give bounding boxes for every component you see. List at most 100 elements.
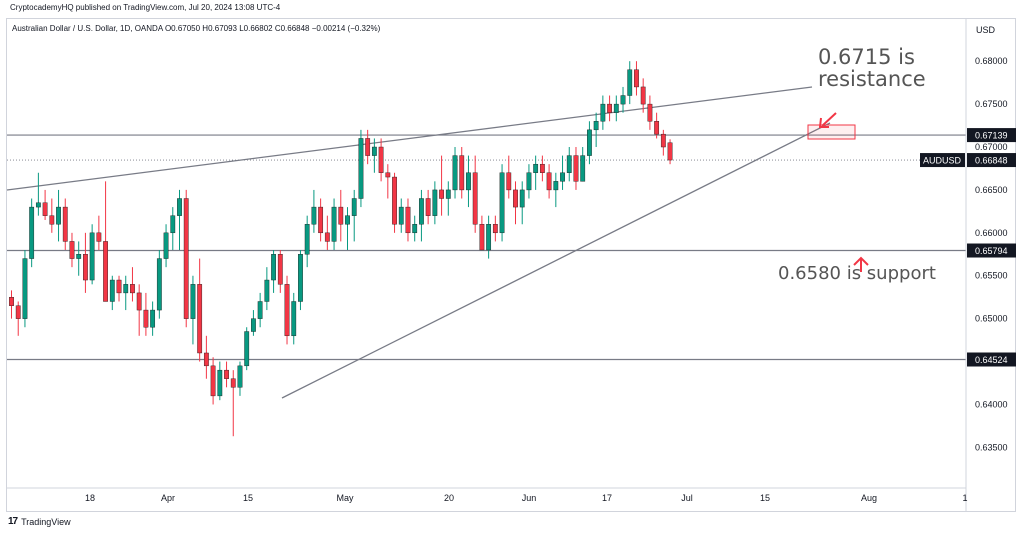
candle[interactable]	[466, 155, 471, 208]
candle[interactable]	[49, 198, 55, 233]
candle[interactable]	[96, 215, 102, 250]
candle[interactable]	[62, 198, 68, 250]
candle[interactable]	[573, 147, 579, 190]
candle[interactable]	[291, 292, 297, 345]
candle[interactable]	[183, 189, 189, 328]
candle[interactable]	[130, 267, 135, 302]
candle[interactable]	[203, 335, 209, 379]
candle[interactable]	[553, 172, 559, 208]
candle[interactable]	[116, 275, 122, 302]
candle[interactable]	[526, 164, 532, 199]
candle[interactable]	[324, 215, 330, 250]
candle[interactable]	[237, 361, 243, 396]
candle[interactable]	[634, 61, 639, 96]
candle[interactable]	[318, 198, 324, 242]
candle[interactable]	[378, 138, 384, 182]
candle[interactable]	[29, 198, 35, 268]
candle[interactable]	[620, 86, 626, 113]
candle[interactable]	[257, 292, 263, 328]
candle[interactable]	[89, 224, 95, 285]
candle[interactable]	[627, 61, 633, 105]
candle[interactable]	[607, 95, 612, 122]
candle[interactable]	[83, 232, 88, 293]
candle[interactable]	[371, 138, 377, 173]
candle[interactable]	[210, 357, 216, 405]
candle[interactable]	[190, 275, 196, 345]
candle[interactable]	[264, 267, 270, 311]
candle[interactable]	[345, 207, 350, 250]
candle[interactable]	[539, 155, 545, 182]
candle[interactable]	[452, 147, 458, 199]
candle[interactable]	[566, 147, 572, 182]
candle[interactable]	[304, 215, 310, 268]
candle[interactable]	[640, 78, 646, 113]
candle[interactable]	[298, 249, 303, 311]
candle[interactable]	[277, 249, 283, 293]
candle[interactable]	[22, 249, 28, 328]
candle[interactable]	[123, 275, 129, 311]
candle[interactable]	[405, 198, 411, 242]
candle[interactable]	[479, 215, 485, 251]
candle[interactable]	[156, 249, 162, 319]
candle[interactable]	[143, 292, 149, 336]
candle[interactable]	[593, 112, 599, 148]
candle[interactable]	[519, 181, 525, 225]
candle[interactable]	[392, 172, 397, 233]
candle[interactable]	[35, 172, 41, 216]
candle[interactable]	[136, 284, 142, 336]
candle[interactable]	[459, 147, 465, 199]
candle[interactable]	[667, 139, 673, 165]
candle[interactable]	[613, 95, 619, 122]
candle[interactable]	[170, 207, 176, 250]
candle[interactable]	[580, 147, 586, 182]
candle[interactable]	[217, 361, 223, 401]
candle[interactable]	[647, 95, 653, 130]
candle[interactable]	[499, 164, 505, 242]
candle[interactable]	[163, 224, 169, 268]
candle[interactable]	[425, 189, 431, 225]
candle[interactable]	[284, 275, 290, 345]
candle[interactable]	[587, 121, 592, 165]
candle[interactable]	[419, 189, 424, 242]
candle[interactable]	[230, 370, 236, 437]
candle[interactable]	[150, 301, 156, 336]
candle[interactable]	[15, 301, 21, 336]
candle[interactable]	[432, 181, 438, 225]
candle[interactable]	[311, 189, 317, 233]
candle[interactable]	[251, 310, 256, 336]
candle[interactable]	[445, 181, 451, 216]
candle[interactable]	[338, 189, 344, 242]
candle[interactable]	[103, 181, 108, 302]
candle[interactable]	[351, 189, 357, 242]
candle[interactable]	[271, 249, 276, 293]
candle[interactable]	[42, 189, 48, 220]
candle[interactable]	[492, 215, 498, 242]
candle[interactable]	[224, 361, 229, 388]
candle[interactable]	[69, 232, 75, 268]
candle[interactable]	[177, 189, 182, 250]
candle[interactable]	[358, 129, 364, 208]
candle[interactable]	[513, 181, 518, 225]
candle[interactable]	[660, 129, 666, 156]
candle[interactable]	[76, 241, 82, 276]
candle[interactable]	[506, 155, 512, 199]
candle[interactable]	[109, 275, 115, 311]
candle[interactable]	[244, 327, 250, 371]
candle[interactable]	[331, 198, 337, 250]
candle[interactable]	[533, 155, 539, 190]
candle[interactable]	[56, 189, 61, 242]
candle[interactable]	[472, 155, 478, 233]
candle[interactable]	[486, 215, 492, 259]
candle[interactable]	[9, 290, 14, 319]
candle[interactable]	[600, 95, 606, 130]
candle[interactable]	[365, 129, 371, 165]
candle[interactable]	[197, 258, 203, 362]
candle[interactable]	[654, 112, 660, 139]
candle[interactable]	[385, 164, 391, 199]
candle[interactable]	[412, 215, 418, 242]
candle[interactable]	[439, 155, 444, 216]
candle[interactable]	[560, 155, 565, 190]
candle[interactable]	[398, 198, 404, 233]
candle[interactable]	[546, 164, 552, 199]
